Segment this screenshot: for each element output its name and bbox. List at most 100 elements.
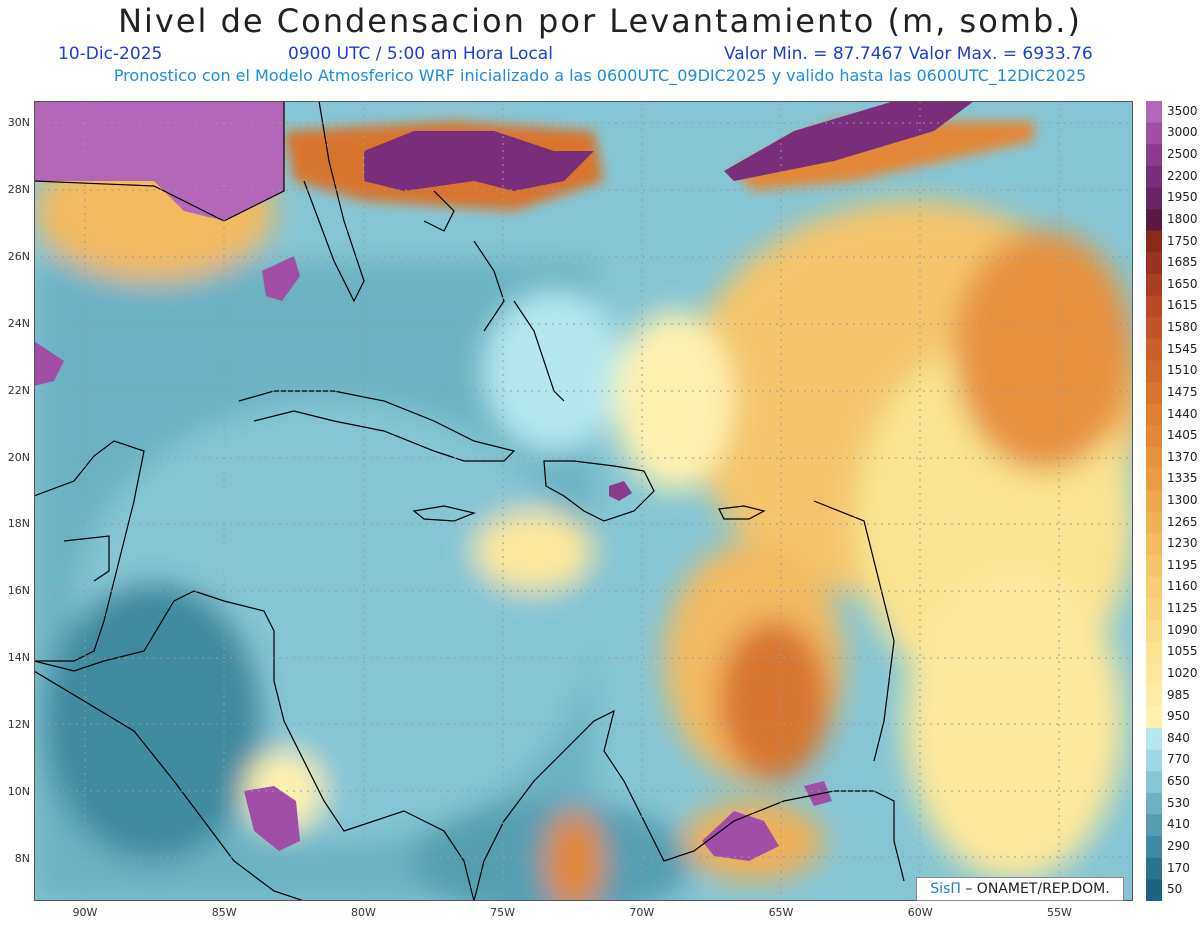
colorbar-label: 1440 — [1167, 406, 1198, 421]
colorbar-label: 1090 — [1167, 622, 1198, 637]
colorbar-swatch — [1146, 468, 1162, 491]
colorbar-label: 1055 — [1167, 644, 1198, 659]
colorbar-swatch — [1146, 771, 1162, 794]
time-label: 0900 UTC / 5:00 am Hora Local — [288, 44, 553, 64]
colorbar-swatch — [1146, 425, 1162, 448]
credit-brand: SisΠ — [930, 881, 961, 897]
colorbar-label: 1510 — [1167, 363, 1198, 378]
lat-label: 20N — [7, 450, 30, 464]
colorbar-label: 985 — [1167, 687, 1190, 702]
colorbar-swatch — [1146, 382, 1162, 405]
colorbar-swatch — [1146, 641, 1162, 664]
colorbar-label: 2500 — [1167, 147, 1198, 162]
field-shading — [34, 141, 1133, 901]
colorbar-swatch — [1146, 187, 1162, 210]
lat-label: 26N — [7, 249, 30, 263]
colorbar-label: 1615 — [1167, 298, 1198, 313]
colorbar-label: 1545 — [1167, 341, 1198, 356]
lon-label: 75W — [490, 906, 516, 919]
purple-region-costa-rica — [244, 786, 300, 851]
colorbar-swatch — [1146, 663, 1162, 686]
colorbar-swatch — [1146, 619, 1162, 643]
colorbar-label: 3000 — [1167, 125, 1198, 140]
minmax-label: Valor Min. = 87.7467 Valor Max. = 6933.7… — [724, 44, 1093, 64]
lat-label: 14N — [7, 651, 30, 665]
colorbar-swatch — [1146, 273, 1162, 297]
colorbar-label: 1335 — [1167, 471, 1198, 486]
lon-label: 55W — [1046, 906, 1072, 919]
colorbar-swatch — [1146, 706, 1162, 729]
colorbar-label: 1300 — [1167, 493, 1198, 507]
colorbar-label: 1195 — [1167, 557, 1198, 572]
colorbar-swatch — [1146, 814, 1162, 837]
purple-spot-florida — [262, 256, 300, 301]
purple-spot-trinidad — [804, 781, 832, 806]
colorbar-swatch — [1146, 317, 1162, 340]
colorbar-label: 770 — [1167, 752, 1190, 767]
colorbar-label: 840 — [1167, 730, 1190, 745]
purple-region-atlantic-west — [364, 131, 594, 191]
colorbar-label: 3500 — [1167, 103, 1198, 118]
lat-label: 22N — [7, 383, 30, 397]
forecast-map — [34, 101, 1133, 901]
purple-spot-hispaniola — [609, 481, 632, 501]
colorbar-label: 1650 — [1167, 276, 1198, 291]
colorbar-label: 290 — [1167, 838, 1190, 853]
colorbar-swatch — [1146, 576, 1162, 599]
lat-label: 18N — [7, 517, 30, 531]
colorbar-swatch — [1146, 490, 1162, 513]
colorbar-swatch — [1146, 446, 1162, 470]
lon-label: 70W — [629, 906, 655, 919]
colorbar-label: 1580 — [1167, 320, 1198, 335]
colorbar-label: 1950 — [1167, 190, 1198, 205]
colorbar-swatch — [1146, 879, 1162, 901]
colorbar-swatch — [1146, 857, 1162, 880]
purple-region-venezuela — [702, 811, 779, 861]
colorbar-label: 50 — [1167, 882, 1183, 897]
colorbar-label: 1125 — [1167, 601, 1198, 616]
purple-region-west — [34, 341, 64, 386]
colorbar-swatch — [1146, 511, 1162, 534]
lat-label: 16N — [7, 584, 30, 598]
chart-title: Nivel de Condensacion por Levantamiento … — [118, 2, 1082, 40]
colorbar-label: 2200 — [1167, 168, 1198, 183]
colorbar-label: 1160 — [1167, 579, 1198, 594]
lon-label: 60W — [907, 906, 933, 919]
colorbar-label: 1800 — [1167, 211, 1198, 226]
colorbar — [1146, 101, 1162, 901]
colorbar-label: 1685 — [1167, 255, 1198, 270]
purple-region-gulf — [34, 101, 284, 221]
colorbar-swatch — [1146, 144, 1162, 167]
graticule — [34, 101, 1133, 901]
colorbar-swatch — [1146, 403, 1162, 426]
colorbar-swatch — [1146, 101, 1162, 124]
coastlines — [34, 101, 905, 901]
lat-label: 8N — [14, 851, 30, 865]
lat-label: 30N — [7, 116, 30, 129]
colorbar-swatch — [1146, 533, 1162, 556]
colorbar-swatch — [1146, 252, 1162, 275]
colorbar-label: 530 — [1167, 795, 1190, 810]
colorbar-label: 170 — [1167, 860, 1190, 875]
colorbar-swatch — [1146, 295, 1162, 318]
colorbar-swatch — [1146, 122, 1162, 145]
colorbar-swatch — [1146, 165, 1162, 188]
colorbar-label: 1405 — [1167, 428, 1198, 443]
colorbar-swatch — [1146, 555, 1162, 578]
colorbar-swatch — [1146, 728, 1162, 751]
colorbar-swatch — [1146, 792, 1162, 816]
lon-label: 85W — [211, 906, 237, 919]
colorbar-label: 650 — [1167, 774, 1190, 789]
colorbar-label: 1370 — [1167, 449, 1198, 464]
lat-label: 10N — [7, 785, 30, 798]
credit-text: – ONAMET/REP.DOM. — [965, 881, 1110, 897]
map-frame — [34, 101, 1133, 901]
lat-label: 24N — [7, 316, 30, 330]
colorbar-swatch — [1146, 338, 1162, 361]
purple-region-atlantic-east — [724, 101, 974, 181]
credit-box: SisΠ – ONAMET/REP.DOM. — [916, 877, 1124, 901]
colorbar-swatch — [1146, 598, 1162, 621]
colorbar-label: 1475 — [1167, 384, 1198, 399]
colorbar-label: 410 — [1167, 817, 1190, 832]
lon-label: 65W — [768, 906, 794, 919]
